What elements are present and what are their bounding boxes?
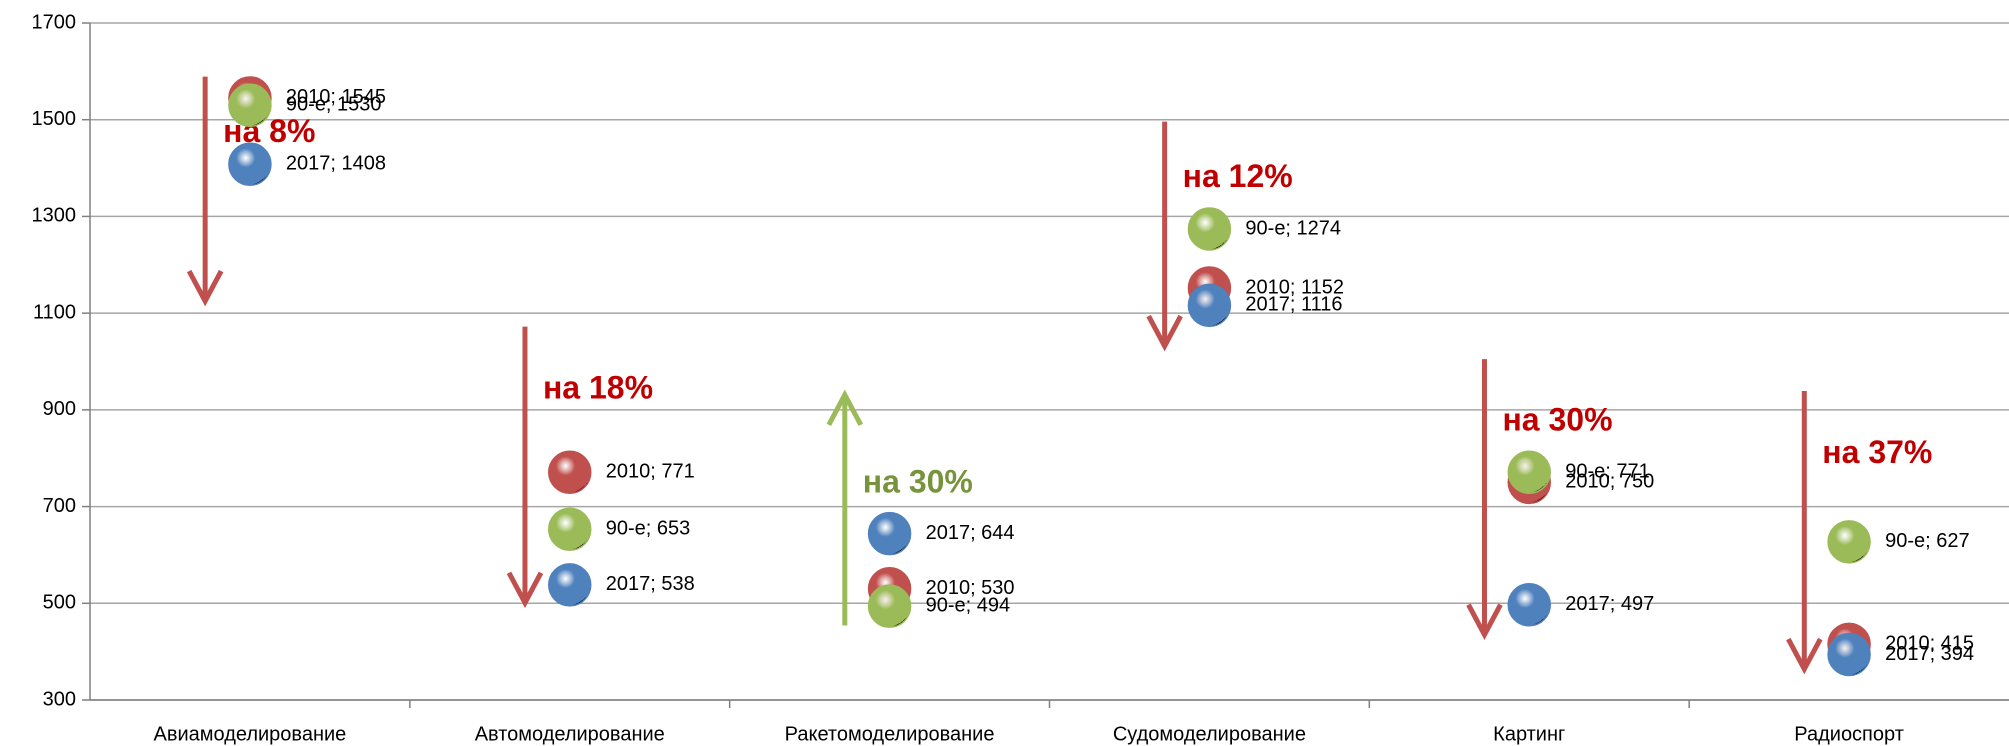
data-label: 90-е; 494: [926, 594, 1011, 616]
data-label: 2010; 1152: [1245, 276, 1344, 298]
data-label: 2017; 1408: [286, 152, 386, 174]
data-point: [548, 563, 592, 607]
data-point: [1827, 520, 1871, 564]
data-label: 2017; 497: [1565, 593, 1654, 615]
annotation: на 12%: [1183, 158, 1293, 194]
data-point: [867, 511, 912, 556]
data-point: [548, 507, 592, 552]
annotation: на 30%: [863, 464, 973, 500]
x-tick-label: Автомоделирование: [475, 723, 665, 745]
x-tick-label: Радиоспорт: [1794, 723, 1904, 745]
data-point: [548, 450, 592, 494]
x-tick-label: Ракетомоделирование: [785, 723, 995, 745]
data-point: [228, 83, 272, 127]
data-point: [867, 584, 912, 628]
x-tick-label: Картинг: [1493, 723, 1565, 745]
data-label: 2010; 771: [606, 461, 695, 483]
x-tick-label: Судомоделирование: [1113, 723, 1306, 745]
data-label: 2017; 644: [926, 522, 1015, 544]
data-point: [1507, 450, 1551, 494]
data-label: 90-е; 1530: [286, 93, 382, 115]
annotation: на 37%: [1822, 434, 1932, 470]
trend-arrow-head: [186, 269, 224, 307]
y-tick-label: 1300: [32, 205, 77, 227]
data-label: 2017; 394: [1885, 643, 1974, 665]
trend-arrow-head: [826, 389, 864, 427]
data-label: 90-е; 627: [1885, 530, 1970, 552]
data-point: [1187, 283, 1232, 328]
y-tick-label: 300: [43, 688, 76, 710]
data-point: [1507, 582, 1551, 627]
data-label: 2010; 1545: [286, 86, 386, 108]
trend-arrow-head: [1146, 314, 1183, 352]
y-tick-label: 1700: [32, 11, 77, 33]
data-label: 2010; 750: [1565, 471, 1654, 493]
data-point: [1187, 207, 1232, 251]
data-point: [1827, 632, 1871, 677]
trend-arrow-head: [1786, 637, 1823, 675]
annotation: на 30%: [1502, 402, 1612, 438]
data-label: 2010; 530: [926, 577, 1015, 599]
data-label: 2017; 538: [606, 573, 695, 595]
y-tick-label: 900: [43, 398, 76, 420]
y-tick-label: 1500: [32, 108, 77, 130]
y-tick-label: 700: [43, 495, 76, 517]
annotation: на 18%: [543, 369, 653, 405]
y-tick-label: 1100: [33, 301, 76, 323]
data-point: [228, 142, 272, 186]
data-label: 90-е; 1274: [1245, 217, 1341, 239]
data-label: 2010; 415: [1885, 633, 1974, 655]
data-label: 90-е; 653: [606, 518, 691, 540]
data-label: 2017; 1116: [1245, 294, 1342, 316]
trend-arrow-head: [1466, 603, 1503, 641]
x-tick-label: Авиамоделирование: [154, 723, 347, 745]
data-label: 90-е; 771: [1565, 461, 1650, 483]
y-tick-label: 500: [43, 592, 76, 614]
trend-arrow-head: [506, 571, 544, 609]
